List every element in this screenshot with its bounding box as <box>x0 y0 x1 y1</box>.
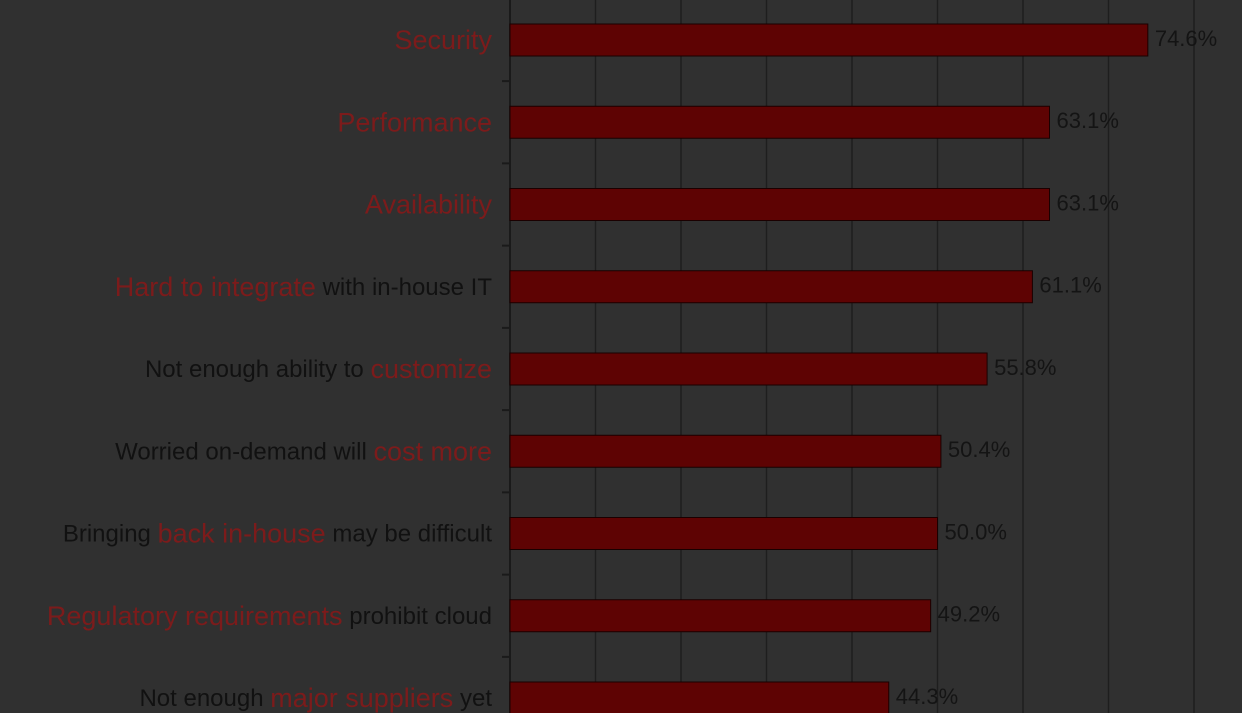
highlight-text: back in-house <box>158 519 326 549</box>
highlight-text: Security <box>394 25 492 55</box>
category-label: Bringing back in-house may be difficult <box>63 519 492 549</box>
plain-text: may be difficult <box>326 521 493 548</box>
value-label: 44.3% <box>896 684 958 709</box>
highlight-text: Performance <box>337 107 492 137</box>
category-label: Performance <box>337 107 492 137</box>
bar <box>509 23 1149 57</box>
plain-text: Not enough ability to <box>145 356 370 383</box>
value-label: 74.6% <box>1155 26 1217 51</box>
bar <box>509 105 1051 139</box>
value-label: 50.4% <box>948 437 1010 462</box>
plain-text: Bringing <box>63 521 158 548</box>
bar <box>509 434 942 468</box>
plain-text: with in-house IT <box>316 274 492 301</box>
plain-text: Worried on-demand will <box>115 439 373 466</box>
value-label: 55.8% <box>994 355 1056 380</box>
bar <box>509 188 1051 221</box>
category-label: Worried on-demand will cost more <box>115 436 492 466</box>
highlight-text: customize <box>370 354 492 384</box>
bar <box>509 599 932 633</box>
highlight-text: Regulatory requirements <box>47 601 343 631</box>
category-label: Not enough ability to customize <box>145 354 492 384</box>
highlight-text: cost more <box>373 436 492 466</box>
plain-text: prohibit cloud <box>343 603 492 630</box>
bar <box>509 517 938 550</box>
category-label: Regulatory requirements prohibit cloud <box>47 601 492 631</box>
plain-text: yet <box>453 685 492 712</box>
bar <box>509 270 1033 304</box>
value-label: 50.0% <box>945 519 1007 544</box>
highlight-text: major suppliers <box>270 683 453 713</box>
value-label: 61.1% <box>1039 273 1101 298</box>
value-label: 63.1% <box>1057 108 1119 133</box>
plain-text: Not enough <box>139 685 270 712</box>
category-label: Security <box>394 25 492 55</box>
bar <box>509 681 890 713</box>
bar <box>509 352 988 386</box>
category-label: Not enough major suppliers yet <box>139 683 492 713</box>
value-label: 49.2% <box>938 602 1000 627</box>
highlight-text: Availability <box>365 190 493 220</box>
value-label: 63.1% <box>1057 190 1119 215</box>
category-label: Availability <box>365 190 493 220</box>
highlight-text: Hard to integrate <box>115 272 316 302</box>
category-label: Hard to integrate with in-house IT <box>115 272 493 302</box>
